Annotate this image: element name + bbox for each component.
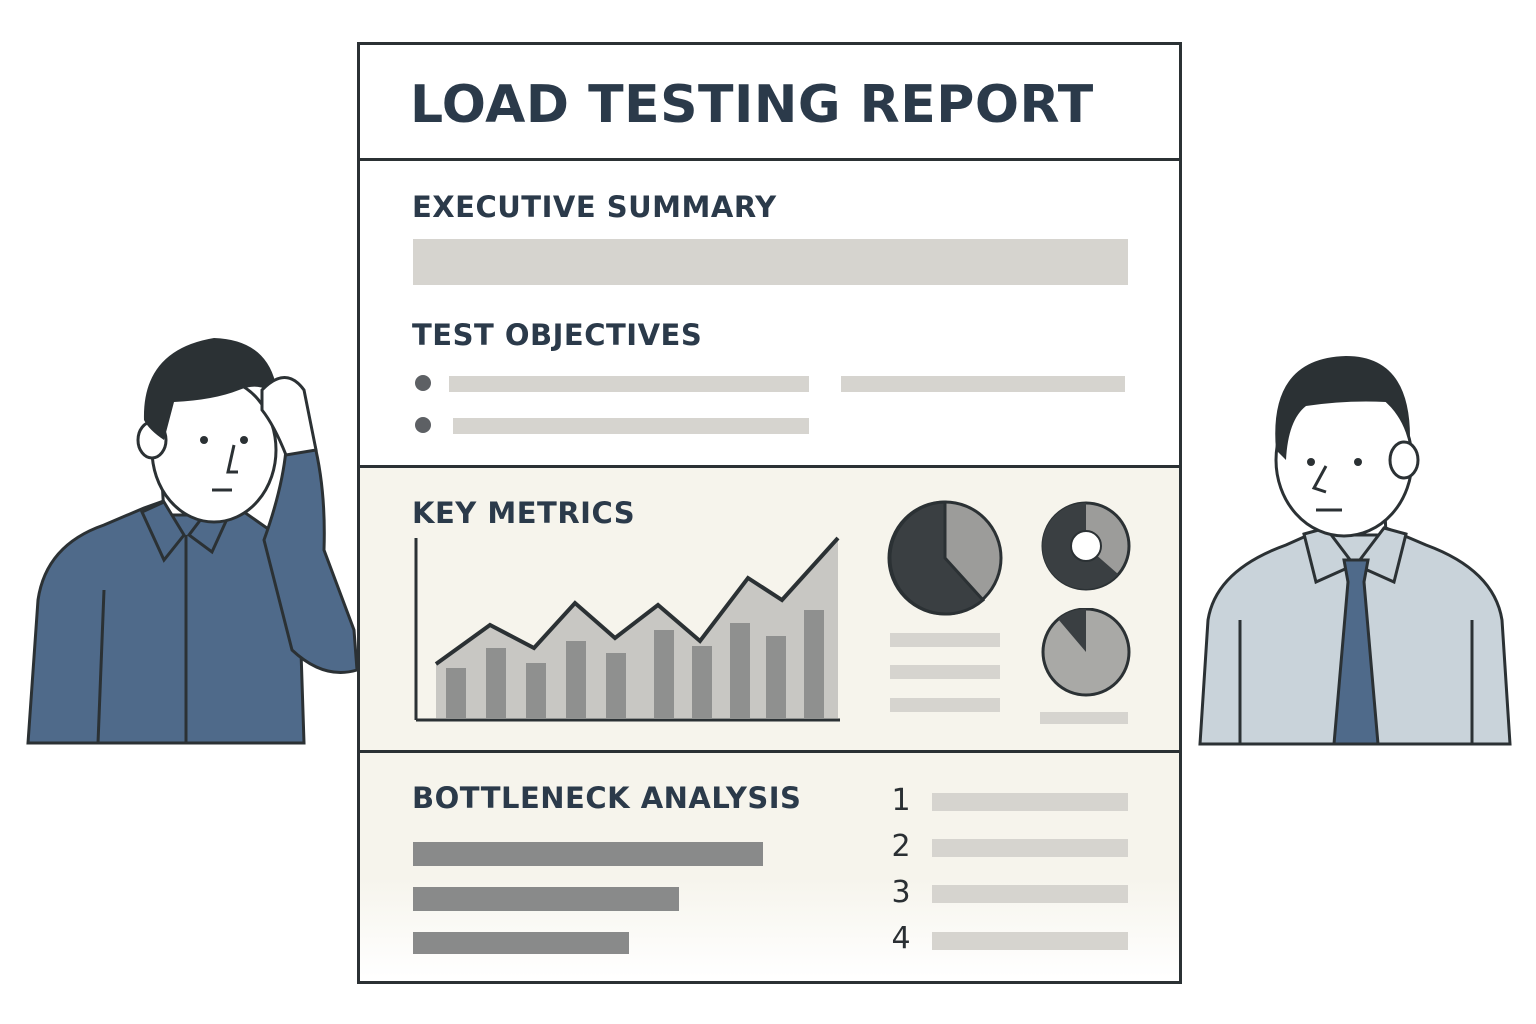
bottleneck-bar	[413, 887, 679, 911]
report-title: LOAD TESTING REPORT	[410, 75, 1094, 135]
chart-bar	[606, 653, 626, 718]
report-document: LOAD TESTING REPORT EXECUTIVE SUMMARY TE…	[357, 42, 1182, 984]
legend-placeholder	[890, 698, 1000, 712]
list-number: 2	[891, 829, 911, 864]
list-item-placeholder	[932, 793, 1128, 811]
pie-chart	[887, 500, 1003, 616]
key-metrics-section: KEY METRICS	[360, 468, 1179, 750]
section-heading-key-metrics: KEY METRICS	[412, 496, 636, 530]
bottleneck-bar	[413, 932, 629, 954]
chart-bar	[804, 610, 824, 718]
summary-text-placeholder	[413, 239, 1128, 285]
chart-bar	[486, 648, 506, 718]
bottleneck-section: BOTTLENECK ANALYSIS 1 2 3 4	[360, 753, 1179, 978]
section-heading-test-objectives: TEST OBJECTIVES	[412, 318, 703, 352]
chart-bar	[766, 636, 786, 718]
chart-bar	[692, 646, 712, 718]
list-number: 3	[891, 875, 911, 910]
bullet	[415, 417, 431, 433]
chart-bar	[566, 641, 586, 718]
bottleneck-bar	[413, 842, 763, 866]
chart-bar	[730, 623, 750, 718]
objective-text-placeholder	[449, 376, 809, 392]
metrics-line-bar-chart	[414, 536, 840, 722]
person-thinking-icon	[26, 338, 359, 745]
trend-line	[434, 536, 840, 666]
person-neutral-icon	[1198, 356, 1512, 746]
list-number: 4	[891, 921, 911, 956]
divider	[360, 750, 1179, 753]
bullet	[415, 375, 431, 391]
list-number: 1	[891, 783, 911, 818]
list-item-placeholder	[932, 839, 1128, 857]
section-heading-bottleneck-analysis: BOTTLENECK ANALYSIS	[412, 781, 802, 815]
chart-bar	[654, 630, 674, 718]
section-heading-executive-summary: EXECUTIVE SUMMARY	[412, 190, 777, 224]
pie-chart-small	[1041, 608, 1131, 697]
legend-placeholder	[1040, 712, 1128, 724]
chart-bar	[446, 668, 466, 718]
divider	[360, 465, 1179, 468]
donut-chart	[1041, 501, 1131, 591]
legend-placeholder	[890, 633, 1000, 647]
legend-placeholder	[890, 665, 1000, 679]
chart-bar	[526, 663, 546, 718]
list-item-placeholder	[932, 885, 1128, 903]
objective-text-placeholder	[453, 418, 809, 434]
divider	[360, 158, 1179, 161]
objective-text-placeholder	[841, 376, 1125, 392]
list-item-placeholder	[932, 932, 1128, 950]
